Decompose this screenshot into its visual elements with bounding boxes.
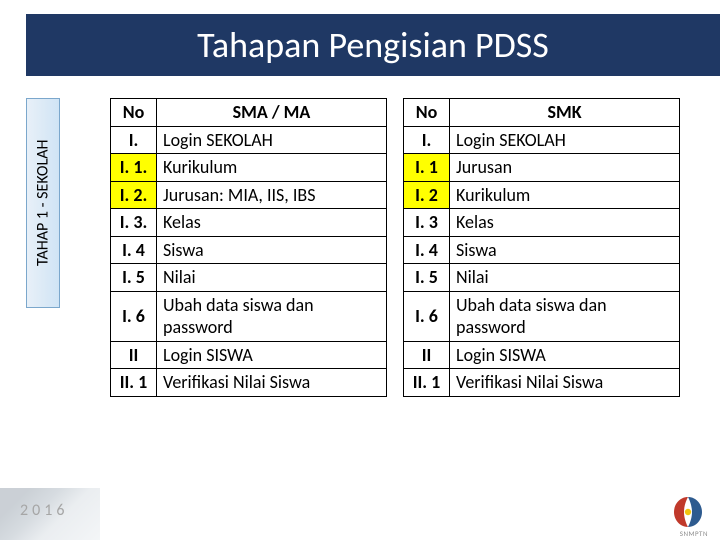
table-row: IILogin SISWA bbox=[111, 341, 387, 369]
table-row: I.Login SEKOLAH bbox=[111, 126, 387, 154]
cell-desc: Kurikulum bbox=[450, 181, 680, 209]
header-banner: Tahapan Pengisian PDSS bbox=[26, 14, 720, 76]
table-row: I. 6Ubah data siswa dan password bbox=[404, 291, 680, 341]
table-row: I. 2.Jurusan: MIA, IIS, IBS bbox=[111, 181, 387, 209]
table-row: II. 1Verifikasi Nilai Siswa bbox=[404, 369, 680, 397]
cell-no: I. 5 bbox=[111, 264, 157, 292]
cell-no: I. bbox=[111, 126, 157, 154]
cell-no: I. 1. bbox=[111, 154, 157, 182]
cell-desc: Login SISWA bbox=[157, 341, 387, 369]
cell-desc: Verifikasi Nilai Siswa bbox=[450, 369, 680, 397]
cell-no: I. 6 bbox=[111, 291, 157, 341]
cell-no: I. 4 bbox=[111, 236, 157, 264]
cell-no: I. bbox=[404, 126, 450, 154]
cell-no: I. 6 bbox=[404, 291, 450, 341]
table-row: IILogin SISWA bbox=[404, 341, 680, 369]
table-row: I. 3.Kelas bbox=[111, 209, 387, 237]
table-row: I.Login SEKOLAH bbox=[404, 126, 680, 154]
cell-no: I. 3. bbox=[111, 209, 157, 237]
cell-no: II bbox=[111, 341, 157, 369]
cell-desc: Jurusan bbox=[450, 154, 680, 182]
cell-desc: Nilai bbox=[157, 264, 387, 292]
table-row: I. 2Kurikulum bbox=[404, 181, 680, 209]
table-row: I. 6Ubah data siswa dan password bbox=[111, 291, 387, 341]
header-desc: SMA / MA bbox=[157, 99, 387, 127]
cell-desc: Kurikulum bbox=[157, 154, 387, 182]
cell-no: II bbox=[404, 341, 450, 369]
table-sma-ma: No SMA / MA I.Login SEKOLAHI. 1.Kurikulu… bbox=[110, 98, 387, 397]
cell-no: I. 4 bbox=[404, 236, 450, 264]
table-left-body: I.Login SEKOLAHI. 1.KurikulumI. 2.Jurusa… bbox=[111, 126, 387, 396]
logo-label: SNMPTN bbox=[680, 529, 708, 538]
table-row: II. 1Verifikasi Nilai Siswa bbox=[111, 369, 387, 397]
footer-year: 2016 bbox=[20, 501, 68, 520]
cell-desc: Siswa bbox=[157, 236, 387, 264]
table-row: I. 3Kelas bbox=[404, 209, 680, 237]
header-no: No bbox=[111, 99, 157, 127]
table-smk: No SMK I.Login SEKOLAHI. 1JurusanI. 2Kur… bbox=[403, 98, 680, 397]
table-header-row: No SMK bbox=[404, 99, 680, 127]
cell-no: II. 1 bbox=[111, 369, 157, 397]
cell-desc: Siswa bbox=[450, 236, 680, 264]
cell-no: I. 5 bbox=[404, 264, 450, 292]
table-row: I. 5Nilai bbox=[111, 264, 387, 292]
cell-desc: Jurusan: MIA, IIS, IBS bbox=[157, 181, 387, 209]
snmptn-logo-icon bbox=[670, 494, 706, 530]
table-row: I. 4Siswa bbox=[111, 236, 387, 264]
table-row: I. 4Siswa bbox=[404, 236, 680, 264]
cell-no: II. 1 bbox=[404, 369, 450, 397]
table-right-body: I.Login SEKOLAHI. 1JurusanI. 2KurikulumI… bbox=[404, 126, 680, 396]
cell-no: I. 2 bbox=[404, 181, 450, 209]
side-tab-tahap1: TAHAP 1 - SEKOLAH bbox=[26, 98, 60, 308]
cell-desc: Kelas bbox=[450, 209, 680, 237]
tables-container: No SMA / MA I.Login SEKOLAHI. 1.Kurikulu… bbox=[110, 98, 700, 397]
cell-desc: Login SISWA bbox=[450, 341, 680, 369]
cell-desc: Kelas bbox=[157, 209, 387, 237]
cell-no: I. 2. bbox=[111, 181, 157, 209]
table-row: I. 5Nilai bbox=[404, 264, 680, 292]
header-desc: SMK bbox=[450, 99, 680, 127]
cell-desc: Login SEKOLAH bbox=[157, 126, 387, 154]
header-no: No bbox=[404, 99, 450, 127]
table-header-row: No SMA / MA bbox=[111, 99, 387, 127]
side-tab-label: TAHAP 1 - SEKOLAH bbox=[34, 140, 53, 266]
cell-no: I. 3 bbox=[404, 209, 450, 237]
cell-desc: Login SEKOLAH bbox=[450, 126, 680, 154]
table-row: I. 1Jurusan bbox=[404, 154, 680, 182]
table-row: I. 1.Kurikulum bbox=[111, 154, 387, 182]
cell-desc: Ubah data siswa dan password bbox=[157, 291, 387, 341]
cell-desc: Nilai bbox=[450, 264, 680, 292]
cell-desc: Ubah data siswa dan password bbox=[450, 291, 680, 341]
page-title: Tahapan Pengisian PDSS bbox=[197, 23, 549, 67]
cell-desc: Verifikasi Nilai Siswa bbox=[157, 369, 387, 397]
cell-no: I. 1 bbox=[404, 154, 450, 182]
